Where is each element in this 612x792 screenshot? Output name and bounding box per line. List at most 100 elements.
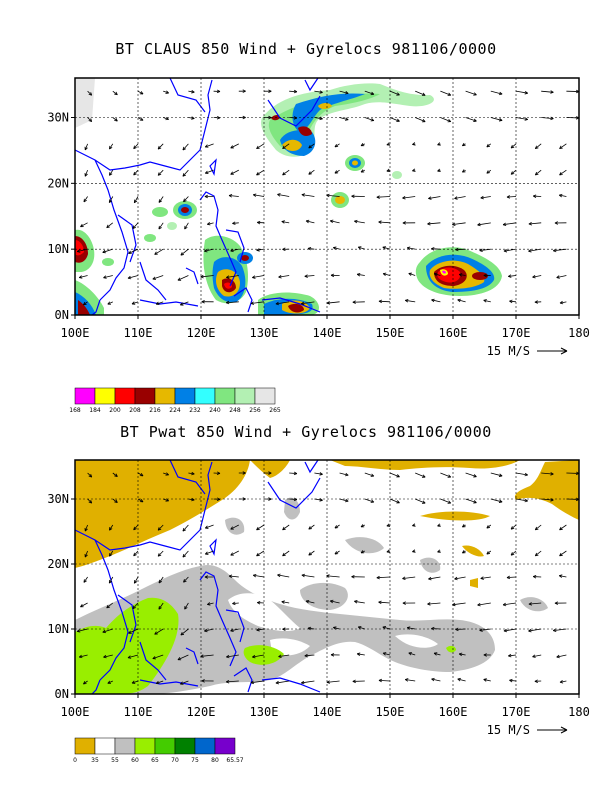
bottom-wind-arrowhead — [84, 527, 88, 532]
top-wind-arrowhead — [102, 249, 106, 254]
bottom-wind-vector — [440, 498, 451, 504]
bottom-wind-vector — [131, 680, 139, 684]
bottom-wind-vector — [230, 628, 239, 632]
top-wind-vector — [278, 275, 290, 278]
top-wind-arrowhead — [458, 273, 463, 277]
top-wind-arrowhead — [370, 91, 375, 96]
top-wind-arrowhead — [455, 247, 459, 252]
bottom-wind-arrowhead — [204, 628, 208, 633]
bottom-wind-arrowhead — [226, 654, 230, 659]
top-wind-vector — [408, 273, 416, 276]
bottom-wind-arrowhead — [109, 527, 113, 531]
bottom-wind-vector — [389, 472, 400, 478]
top-wind-vector — [229, 195, 239, 197]
top-wind-arrowhead — [157, 172, 162, 176]
bottom-wind-arrowhead — [180, 631, 185, 636]
bottom-wind-arrowhead — [158, 579, 163, 584]
bottom-wind-arrowhead — [477, 602, 481, 607]
top-wind-vector — [354, 220, 365, 224]
bottom-wind-arrowhead — [437, 523, 441, 527]
bottom-x-tick-label: 110E — [124, 705, 153, 719]
top-wind-arrowhead — [180, 252, 185, 256]
bottom-wind-arrowhead — [412, 523, 416, 527]
bottom-wind-arrowhead — [455, 627, 459, 632]
top-wind-arrowhead — [275, 301, 280, 306]
top-wind-vector — [230, 248, 239, 252]
bottom-wind-vector — [508, 654, 517, 657]
top-wind-arrowhead — [128, 250, 132, 254]
bottom-wind-vector — [205, 550, 214, 555]
bottom-wind-vector — [378, 601, 391, 604]
bottom-wind-arrowhead — [268, 497, 272, 501]
top-wind-arrowhead — [139, 117, 144, 121]
top-wind-vector — [282, 169, 290, 176]
top-wind-vector — [128, 248, 139, 254]
top-wind-arrowhead — [528, 249, 532, 253]
top-wind-arrowhead — [242, 89, 246, 93]
top-wind-arrowhead — [437, 142, 441, 146]
top-wind-arrowhead — [412, 142, 416, 146]
bottom-wind-vector — [389, 498, 400, 504]
bottom-x-tick-label: 130E — [250, 705, 279, 719]
bottom-wind-arrowhead — [182, 527, 187, 532]
top-wind-arrowhead — [408, 272, 412, 276]
top-wind-arrowhead — [180, 302, 184, 306]
top-wind-arrowhead — [319, 116, 323, 121]
top-wind-vector — [465, 117, 477, 122]
bottom-wind-arrowhead — [479, 628, 483, 632]
bottom-wind-vector — [282, 524, 290, 531]
top-colorbar-swatch — [154, 387, 176, 405]
bottom-wind-arrowhead — [378, 600, 382, 605]
bottom-wind-vector — [232, 602, 239, 605]
bottom-wind-arrowhead — [155, 680, 160, 685]
top-wind-vector — [281, 221, 290, 224]
top-wind-vector — [556, 275, 567, 278]
top-wind-vector — [256, 248, 265, 251]
top-wind-arrowhead — [158, 225, 162, 230]
bottom-wind-vector — [103, 654, 113, 658]
top-wind-vector — [133, 196, 139, 203]
bottom-wind-arrowhead — [157, 553, 162, 557]
top-wind-vector — [559, 301, 567, 304]
top-colorbar-swatch — [174, 387, 196, 405]
top-wind-vector — [84, 143, 88, 151]
bottom-colorbar-swatch — [114, 737, 136, 755]
bottom-wind-arrowhead — [330, 653, 335, 657]
bottom-wind-vector — [305, 600, 315, 604]
bottom-wind-vector — [156, 680, 164, 684]
bottom-wind-arrowhead — [554, 601, 559, 605]
top-wind-vector — [339, 117, 349, 121]
bottom-wind-vector — [455, 628, 466, 630]
top-wind-vector — [83, 196, 88, 203]
bottom-wind-vector — [477, 602, 491, 606]
bottom-wind-arrowhead — [354, 600, 358, 604]
bottom-wind-vector — [252, 654, 265, 658]
top-colorbar-swatch — [234, 387, 256, 405]
top-colorbar-label: 168 — [69, 407, 81, 414]
bottom-colorbar-swatch — [134, 737, 156, 755]
top-wind-arrowhead — [154, 251, 158, 255]
top-wind-arrowhead — [333, 246, 337, 250]
top-colorbar-swatch — [214, 387, 236, 405]
bottom-wind-vector — [102, 628, 113, 633]
top-wind-vector — [510, 143, 517, 149]
bottom-wind-vector — [77, 628, 88, 632]
bottom-wind-vector — [182, 550, 189, 558]
bottom-wind-vector — [503, 628, 517, 632]
bottom-wind-vector — [382, 652, 391, 656]
bottom-colorbar-swatch — [214, 737, 236, 755]
top-wind-arrowhead — [293, 116, 298, 120]
bottom-wind-vector — [163, 472, 169, 476]
top-colorbar-swatch — [134, 387, 156, 405]
bottom-y-tick-label: 10N — [47, 622, 69, 636]
top-wind-vector — [382, 273, 391, 276]
bottom-wind-arrowhead — [268, 471, 272, 475]
top-wind-arrowhead — [293, 89, 298, 94]
bottom-wind-arrowhead — [230, 526, 234, 530]
bottom-wind-arrowhead — [532, 654, 536, 658]
top-wind-arrowhead — [216, 115, 221, 120]
bottom-wind-arrowhead — [412, 549, 416, 553]
bottom-wind-arrowhead — [308, 552, 312, 556]
top-wind-arrowhead — [108, 199, 113, 203]
top-x-tick-label: 150E — [376, 326, 405, 340]
